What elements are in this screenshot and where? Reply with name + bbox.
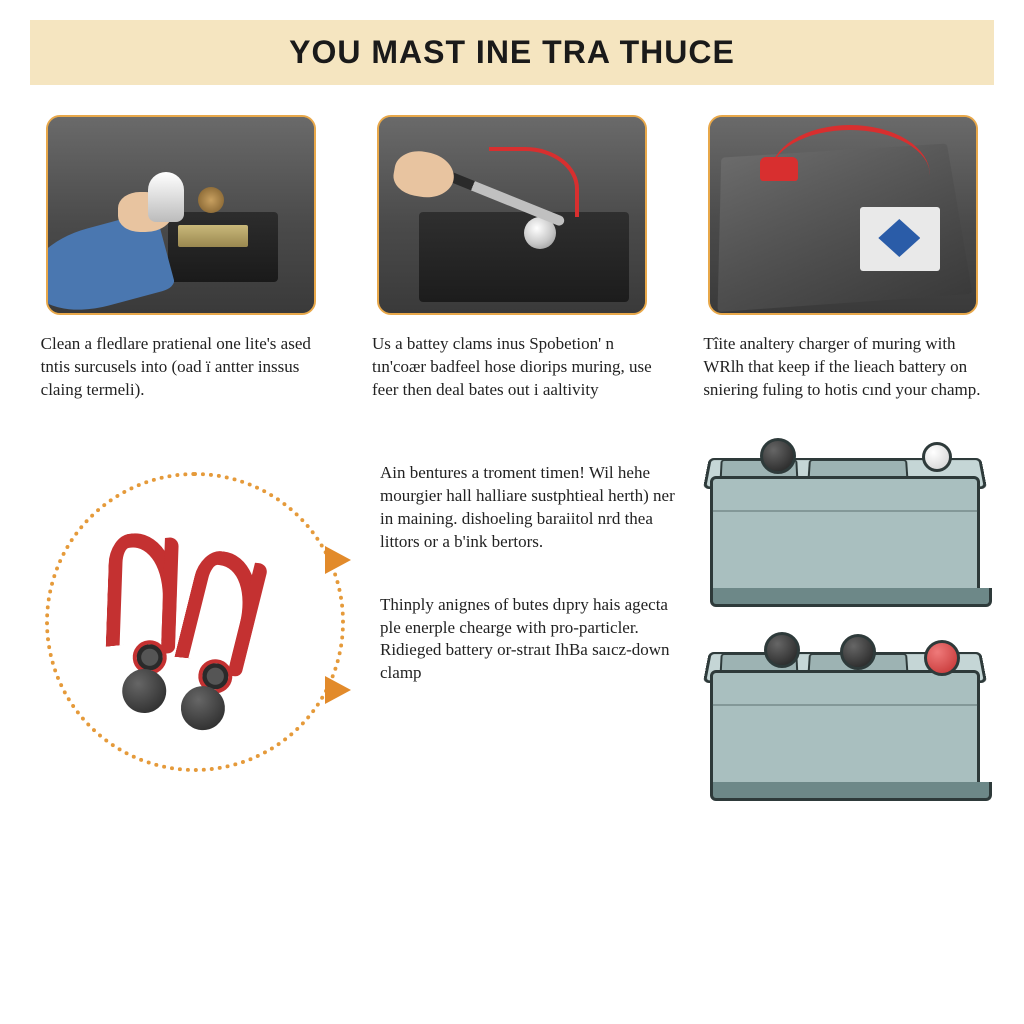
step-3-caption: Tîite analtery charger of muring with WR… — [703, 333, 983, 402]
tips-column: Ain bentures a troment timen! Wil hehe m… — [380, 432, 680, 726]
title-bar: YOU MAST INE TRA THUCE — [30, 20, 994, 85]
arrow-right-icon — [325, 676, 351, 704]
page-title: YOU MAST INE TRA THUCE — [30, 34, 994, 71]
battery-diagrams — [700, 432, 1000, 804]
battery-diagram-a — [700, 440, 1000, 610]
terminal-white-icon — [922, 442, 952, 472]
step-2-caption: Us a battey clams inus Spobetion' n tın'… — [372, 333, 652, 402]
step-2: Us a battey clams inus Spobetion' n tın'… — [361, 115, 662, 402]
dotted-ring — [45, 472, 345, 772]
tip-2: Thinply anignes of butes dıpry hais agec… — [380, 594, 680, 686]
terminal-red-icon — [924, 640, 960, 676]
bottom-row: Ain bentures a troment timen! Wil hehe m… — [30, 432, 994, 812]
step-1: Clean a fledlare pratienal one lite's as… — [30, 115, 331, 402]
terminal-black-icon — [840, 634, 876, 670]
step-1-photo — [46, 115, 316, 315]
terminal-black-icon — [764, 632, 800, 668]
red-clamp-icon — [167, 547, 283, 717]
step-2-photo — [377, 115, 647, 315]
terminal-black-icon — [760, 438, 796, 474]
tip-1: Ain bentures a troment timen! Wil hehe m… — [380, 462, 680, 554]
step-1-caption: Clean a fledlare pratienal one lite's as… — [41, 333, 321, 402]
battery-diagram-b — [700, 634, 1000, 804]
clamp-illustration — [30, 432, 360, 812]
steps-row: Clean a fledlare pratienal one lite's as… — [30, 115, 994, 402]
step-3-photo — [708, 115, 978, 315]
step-3: Tîite analtery charger of muring with WR… — [693, 115, 994, 402]
arrow-right-icon — [325, 546, 351, 574]
